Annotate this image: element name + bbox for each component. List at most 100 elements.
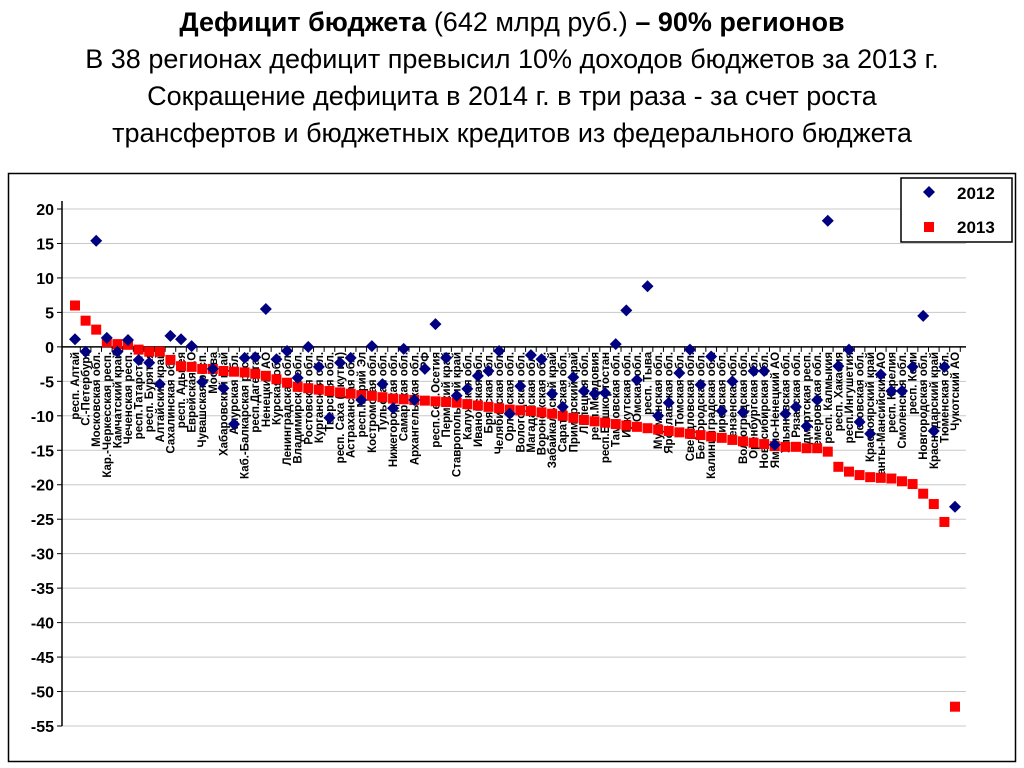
point-2012 bbox=[164, 329, 177, 342]
point-2012 bbox=[832, 360, 845, 373]
category-label: Кар.-Черкесская респ. bbox=[102, 352, 114, 478]
point-2013 bbox=[854, 470, 865, 481]
point-2013 bbox=[292, 381, 303, 392]
point-2013 bbox=[896, 476, 907, 487]
category-label: Ульяновская обл. bbox=[780, 352, 792, 453]
category-label: Чувашская респ. bbox=[197, 352, 209, 448]
slide-title: Дефицит бюджета (642 млрд руб.) – 90% ре… bbox=[0, 4, 1024, 152]
y-tick-label: -25 bbox=[31, 512, 54, 529]
point-2013 bbox=[377, 392, 388, 403]
point-2013 bbox=[324, 385, 335, 396]
category-label: Ханты-Мансийский АО bbox=[876, 352, 888, 483]
y-tick-label: -15 bbox=[31, 443, 54, 460]
category-label: респ. Хакасия bbox=[833, 352, 845, 431]
point-2012 bbox=[69, 333, 81, 346]
point-2013 bbox=[271, 374, 282, 385]
category-label: респ. Саха (Якутия) bbox=[335, 352, 347, 464]
point-2012 bbox=[175, 333, 188, 346]
point-2013 bbox=[737, 436, 748, 447]
point-2013 bbox=[536, 407, 547, 418]
point-2012 bbox=[482, 364, 495, 377]
point-2013 bbox=[610, 419, 621, 430]
point-2012 bbox=[429, 318, 442, 331]
point-2012 bbox=[917, 309, 930, 322]
y-tick-label: 15 bbox=[36, 236, 54, 253]
chart-frame bbox=[7, 172, 1017, 763]
point-2013 bbox=[631, 421, 642, 432]
point-2012 bbox=[365, 340, 378, 353]
point-2012 bbox=[652, 409, 665, 422]
category-label: РФ bbox=[420, 352, 432, 370]
legend-box bbox=[900, 177, 1013, 243]
title-line-3: Сокращение дефицита в 2014 г. в три раза… bbox=[147, 81, 877, 111]
y-tick-label: -45 bbox=[31, 650, 54, 667]
point-2013 bbox=[91, 324, 102, 335]
point-2013 bbox=[218, 365, 229, 376]
category-label: Тульская обл. bbox=[377, 352, 389, 432]
point-2012 bbox=[895, 384, 908, 397]
point-2012 bbox=[281, 345, 294, 358]
y-tick-label: 0 bbox=[45, 340, 54, 357]
category-label: респ.Татарстан bbox=[134, 352, 146, 439]
point-2013 bbox=[366, 390, 377, 401]
point-2012 bbox=[556, 400, 569, 413]
point-2013 bbox=[398, 394, 409, 405]
point-2013 bbox=[515, 405, 526, 416]
category-label: Кировская обл. bbox=[717, 352, 729, 440]
point-2013 bbox=[335, 387, 346, 398]
point-2013 bbox=[918, 488, 929, 499]
point-2013 bbox=[472, 400, 483, 411]
category-label: Тюменская обл. bbox=[939, 352, 951, 443]
point-2012 bbox=[906, 360, 919, 373]
point-2012 bbox=[853, 416, 866, 429]
legend-2013-label: 2013 bbox=[957, 218, 995, 237]
point-2013 bbox=[239, 367, 250, 378]
point-2012 bbox=[662, 396, 675, 409]
point-2013 bbox=[483, 401, 494, 412]
category-label: Орловская обл. bbox=[505, 352, 517, 441]
point-2012 bbox=[588, 387, 601, 400]
point-2012 bbox=[567, 371, 580, 384]
point-2012 bbox=[493, 345, 506, 358]
point-2012 bbox=[577, 384, 590, 397]
point-2012 bbox=[408, 393, 421, 406]
point-2012 bbox=[715, 404, 728, 417]
point-2012 bbox=[546, 387, 559, 400]
point-2012 bbox=[450, 389, 463, 402]
point-2012 bbox=[620, 304, 633, 317]
category-label: Оренбургская обл. bbox=[749, 352, 761, 459]
point-2013 bbox=[557, 410, 568, 421]
point-2012 bbox=[376, 378, 389, 391]
point-2012 bbox=[514, 380, 527, 393]
category-label: Омская обл. bbox=[632, 352, 644, 422]
point-2012 bbox=[355, 393, 368, 406]
point-2013 bbox=[653, 424, 664, 435]
point-2013 bbox=[133, 344, 144, 355]
point-2012 bbox=[842, 343, 855, 356]
category-label: Рязанская обл. bbox=[791, 352, 803, 438]
category-label: Вологодская обл. bbox=[515, 352, 527, 453]
point-2013 bbox=[939, 516, 950, 527]
category-label: Астраханская обл. bbox=[346, 352, 358, 458]
y-tick-label: -20 bbox=[31, 478, 54, 495]
point-2013 bbox=[886, 473, 897, 484]
point-2013 bbox=[727, 434, 738, 445]
point-2013 bbox=[154, 346, 165, 357]
title-normal: (642 млрд руб.) bbox=[426, 7, 636, 37]
category-label: Чеченская респ. bbox=[123, 352, 135, 444]
point-2013 bbox=[589, 416, 600, 427]
point-2013 bbox=[462, 399, 473, 410]
point-2012 bbox=[249, 351, 262, 364]
point-2012 bbox=[535, 353, 548, 366]
category-label: Сахалинская обл. bbox=[165, 352, 177, 454]
point-2012 bbox=[344, 351, 357, 364]
point-2013 bbox=[780, 441, 791, 452]
category-label: Архангельская обл. bbox=[409, 352, 421, 465]
y-tick-label: -30 bbox=[31, 547, 54, 564]
point-2013 bbox=[812, 443, 823, 454]
point-2013 bbox=[313, 384, 324, 395]
title-line-2: В 38 регионах дефицит превысил 10% доход… bbox=[85, 44, 939, 74]
title-line-4: трансфертов и бюджетных кредитов из феде… bbox=[112, 118, 912, 148]
category-label: Калининградская обл. bbox=[706, 352, 718, 479]
point-2012 bbox=[440, 351, 453, 364]
